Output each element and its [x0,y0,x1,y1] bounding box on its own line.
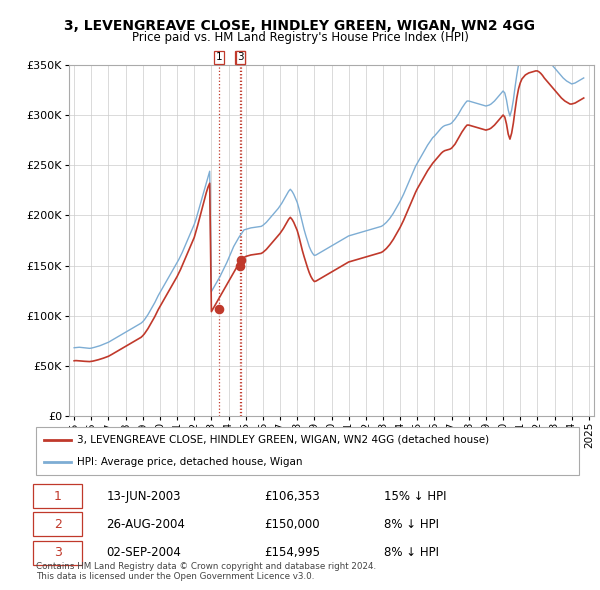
Point [214,304,224,314]
Text: 2: 2 [54,518,62,531]
Text: 3, LEVENGREAVE CLOSE, HINDLEY GREEN, WIGAN, WN2 4GG: 3, LEVENGREAVE CLOSE, HINDLEY GREEN, WIG… [65,19,536,33]
Text: 1: 1 [54,490,62,503]
Text: 3, LEVENGREAVE CLOSE, HINDLEY GREEN, WIGAN, WN2 4GG (detached house): 3, LEVENGREAVE CLOSE, HINDLEY GREEN, WIG… [77,435,489,445]
Text: 02-SEP-2004: 02-SEP-2004 [107,546,181,559]
FancyBboxPatch shape [33,541,82,565]
Text: 2: 2 [236,52,243,62]
FancyBboxPatch shape [36,427,579,475]
Text: Price paid vs. HM Land Registry's House Price Index (HPI): Price paid vs. HM Land Registry's House … [131,31,469,44]
Text: £150,000: £150,000 [264,518,320,531]
Point [235,261,245,270]
Text: 8% ↓ HPI: 8% ↓ HPI [383,546,439,559]
Point [236,256,245,266]
Text: 3: 3 [54,546,62,559]
Text: £154,995: £154,995 [264,546,320,559]
Text: Contains HM Land Registry data © Crown copyright and database right 2024.
This d: Contains HM Land Registry data © Crown c… [36,562,376,581]
Text: 3: 3 [237,52,244,62]
Text: HPI: Average price, detached house, Wigan: HPI: Average price, detached house, Wiga… [77,457,302,467]
Text: 15% ↓ HPI: 15% ↓ HPI [383,490,446,503]
Text: 1: 1 [216,52,223,62]
FancyBboxPatch shape [33,513,82,536]
FancyBboxPatch shape [33,484,82,508]
Text: 8% ↓ HPI: 8% ↓ HPI [383,518,439,531]
Text: 13-JUN-2003: 13-JUN-2003 [107,490,181,503]
Text: 26-AUG-2004: 26-AUG-2004 [107,518,185,531]
Text: £106,353: £106,353 [264,490,320,503]
